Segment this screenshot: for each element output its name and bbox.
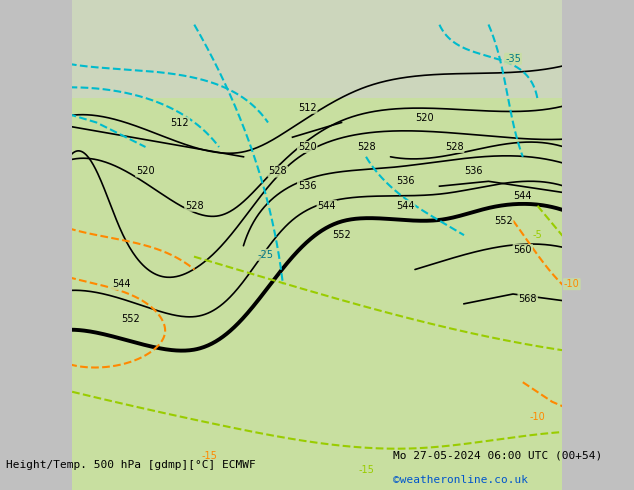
Text: -15: -15: [358, 466, 374, 475]
Text: -10: -10: [529, 412, 545, 421]
Text: -15: -15: [201, 451, 217, 461]
Text: 568: 568: [519, 294, 537, 304]
Text: -10: -10: [564, 279, 579, 289]
Text: Mo 27-05-2024 06:00 UTC (00+54): Mo 27-05-2024 06:00 UTC (00+54): [393, 451, 602, 461]
Text: 520: 520: [136, 167, 155, 176]
Text: -25: -25: [257, 250, 273, 260]
Text: Height/Temp. 500 hPa [gdmp][°C] ECMWF: Height/Temp. 500 hPa [gdmp][°C] ECMWF: [6, 461, 256, 470]
Polygon shape: [72, 0, 562, 98]
Text: -5: -5: [533, 230, 542, 240]
Text: 536: 536: [298, 181, 316, 191]
Text: 536: 536: [396, 176, 415, 186]
Text: 528: 528: [445, 142, 463, 152]
Text: ©weatheronline.co.uk: ©weatheronline.co.uk: [393, 475, 528, 485]
Text: 544: 544: [318, 201, 336, 211]
Text: 552: 552: [494, 216, 512, 225]
Text: 512: 512: [171, 118, 189, 127]
Text: 536: 536: [465, 167, 483, 176]
Text: 544: 544: [514, 191, 532, 201]
Text: 528: 528: [268, 167, 287, 176]
Text: 520: 520: [415, 113, 434, 122]
Text: 528: 528: [185, 201, 204, 211]
Text: -35: -35: [505, 54, 521, 64]
Text: 544: 544: [112, 279, 130, 289]
Text: 552: 552: [122, 314, 140, 323]
Text: 552: 552: [332, 230, 351, 240]
Text: 528: 528: [357, 142, 375, 152]
Text: 544: 544: [396, 201, 415, 211]
Text: 512: 512: [298, 103, 316, 113]
Text: 520: 520: [298, 142, 316, 152]
Text: 560: 560: [514, 245, 532, 255]
